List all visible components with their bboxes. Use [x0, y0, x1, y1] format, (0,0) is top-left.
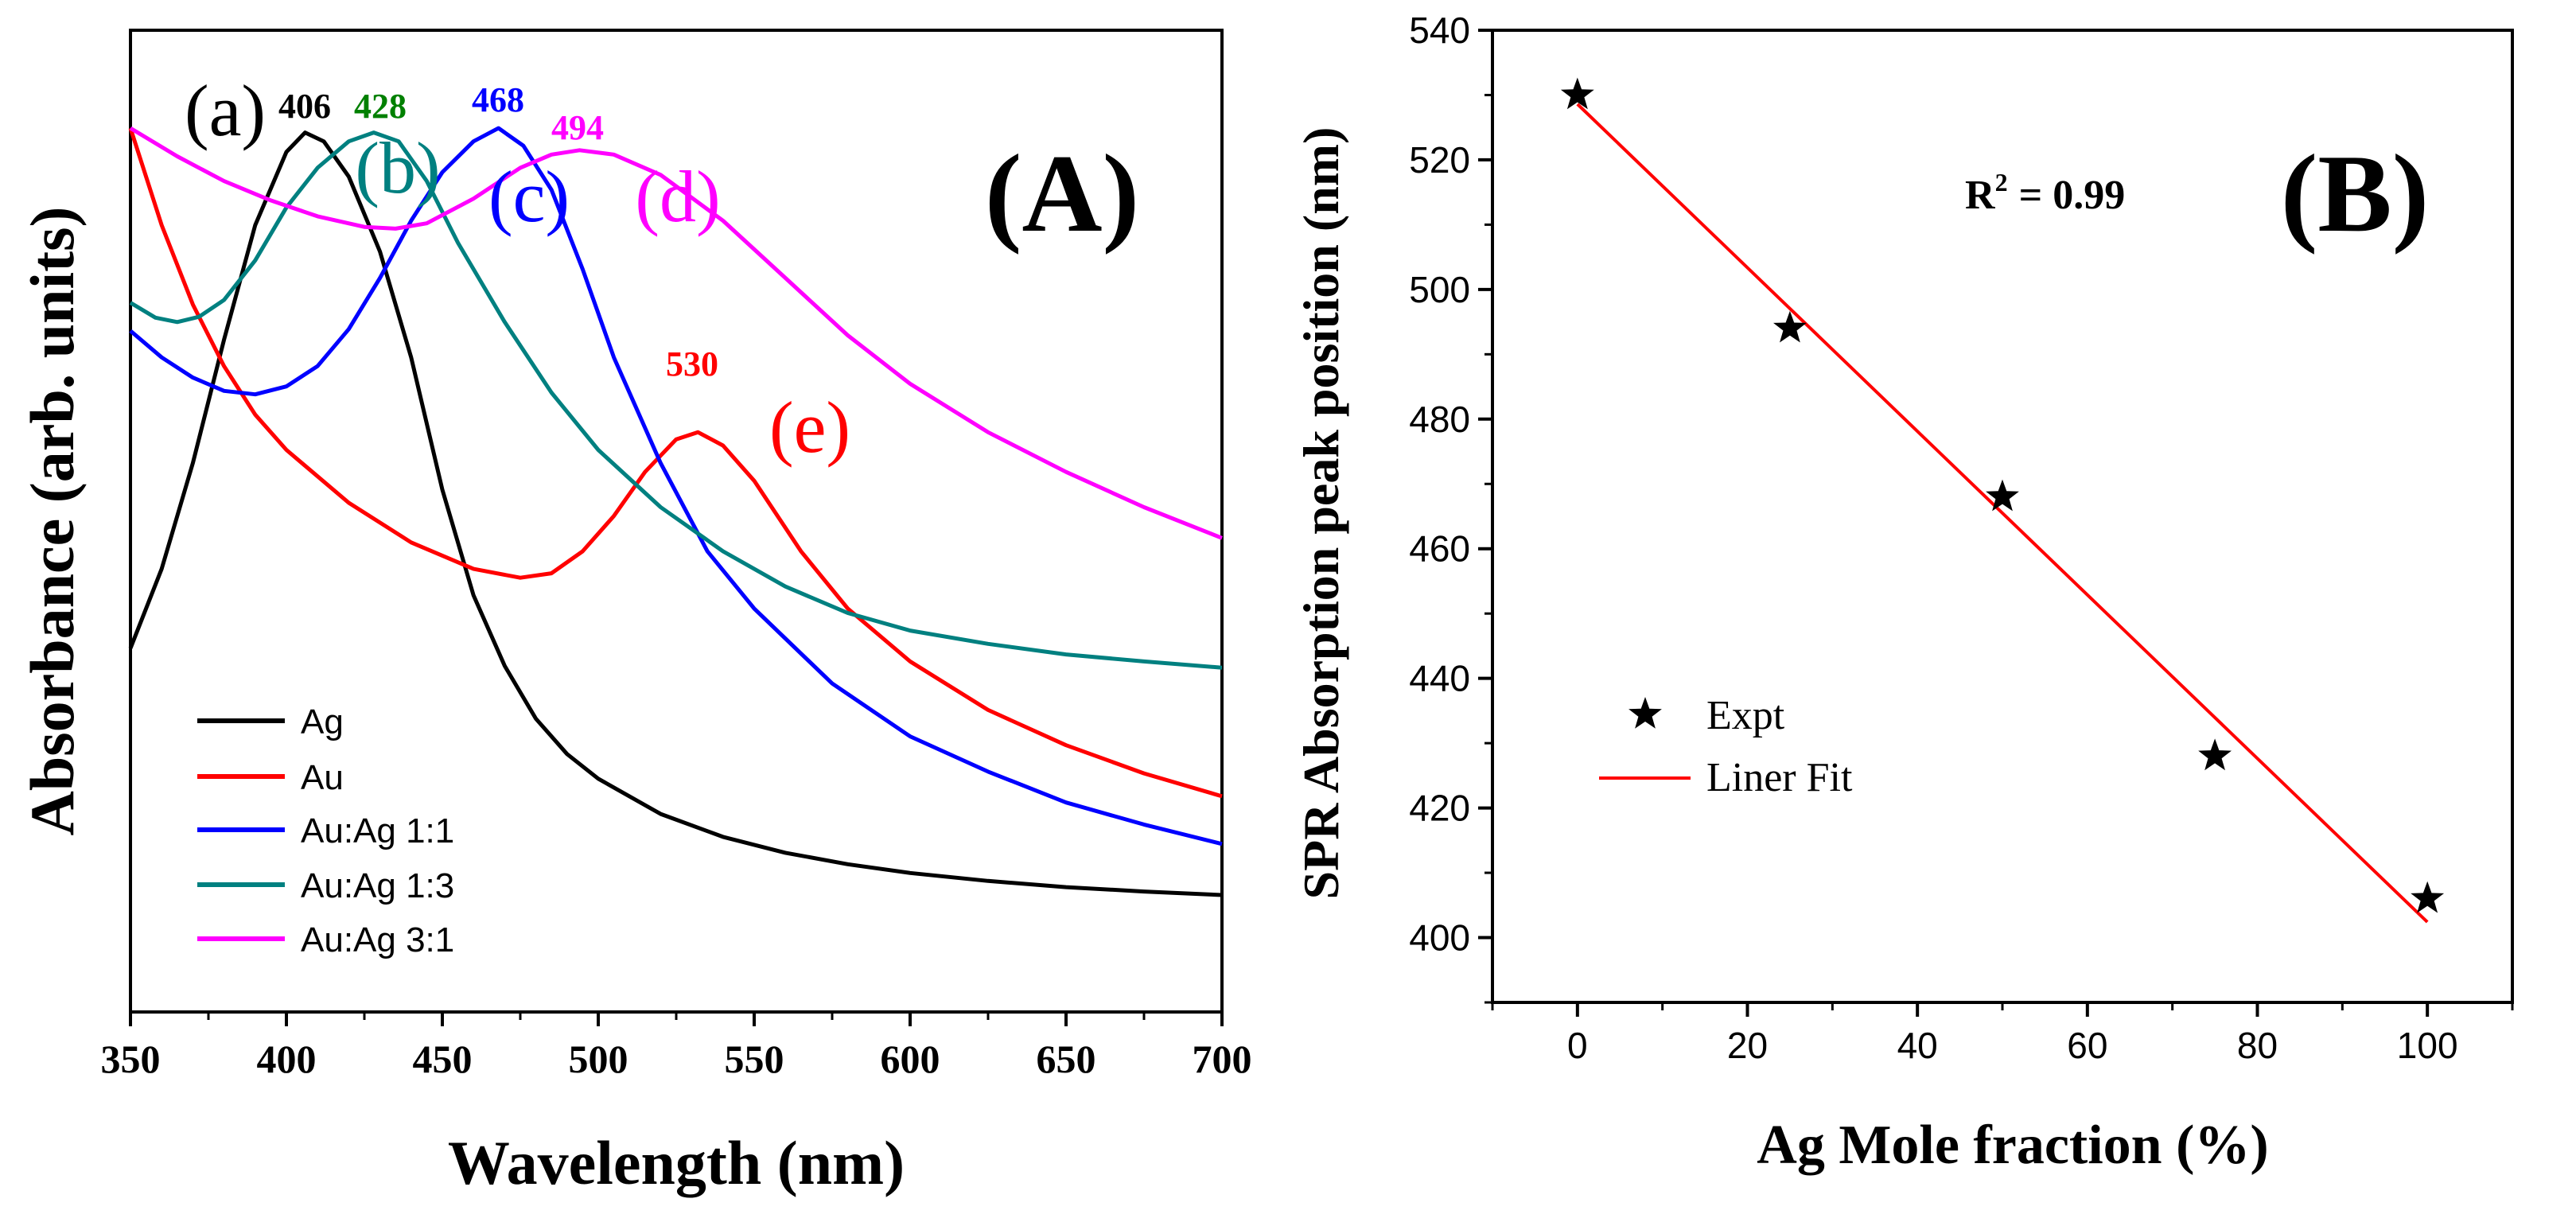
legend-label-expt: Expt [1706, 693, 1785, 738]
panel-a-xlabel: Wavelength (nm) [448, 1128, 905, 1197]
legend-label-ag: Ag [301, 702, 344, 741]
b-x-tick-label-60: 60 [2067, 1025, 2107, 1066]
b-y-tick-label-440: 440 [1409, 658, 1470, 699]
panel-b-fit-line [1576, 103, 2429, 924]
b-x-tick-label-0: 0 [1567, 1025, 1588, 1066]
r-squared-exponent: 2 [1995, 168, 2008, 197]
fit-line [1576, 103, 2429, 924]
expt-point-100 [2411, 881, 2445, 913]
r-squared-symbol: R [1965, 173, 1996, 218]
panel-a: 350 400 450 500 550 600 650 700 (A) Wavelength … [18, 29, 1252, 1197]
panel-a-ylabel: Absorbance (arb. units) [18, 207, 87, 836]
panel-b-ticks: 0 20 40 60 80 100 400 420 440 460 480 500 520 540 [1409, 10, 2514, 1066]
x-tick-label-550: 550 [725, 1037, 784, 1081]
expt-point-25 [1773, 310, 1807, 343]
legend-item-liner-fit: Liner Fit [1599, 755, 1853, 800]
x-tick-label-650: 650 [1037, 1037, 1096, 1081]
legend-label-au: Au [301, 758, 344, 797]
r-squared-text: R2 = 0.99 [1965, 168, 2125, 218]
panel-a-series-lines [128, 126, 1223, 897]
legend-item-au-ag-1-1: Au:Ag 1:1 [197, 811, 454, 850]
curve-label-a: (a) [185, 70, 266, 151]
x-tick-label-700: 700 [1193, 1037, 1252, 1081]
b-x-tick-label-20: 20 [1727, 1025, 1768, 1066]
panel-a-label: (A) [985, 132, 1139, 255]
curve-label-b: (b) [355, 127, 440, 208]
expt-point-0 [1560, 77, 1594, 110]
peak-label-494: 494 [551, 108, 604, 147]
series-line-au-ag-1-1 [129, 126, 1223, 846]
peak-label-406: 406 [278, 87, 331, 126]
curve-label-c: (c) [488, 156, 570, 237]
b-y-tick-label-480: 480 [1409, 399, 1470, 440]
series-line-au [128, 127, 1223, 799]
panel-b-ylabel: SPR Absorption peak position (nm) [1293, 127, 1349, 900]
x-tick-label-500: 500 [569, 1037, 628, 1081]
legend-item-au: Au [197, 758, 344, 797]
series-line-au-ag-3-1 [129, 126, 1223, 540]
series-line-au-ag-1-3 [129, 130, 1223, 670]
series-line-ag [128, 130, 1223, 897]
curve-label-e: (e) [769, 387, 850, 468]
r-squared-value: = 0.99 [2019, 173, 2126, 218]
expt-point-50 [1986, 479, 2019, 512]
b-x-tick-label-100: 100 [2397, 1025, 2458, 1066]
b-y-tick-label-420: 420 [1409, 788, 1470, 829]
panel-a-legend: Ag Au Au:Ag 1:1 Au:Ag 1:3 Au:Ag 3:1 [197, 702, 454, 959]
b-y-tick-label-460: 460 [1409, 528, 1470, 570]
b-y-tick-label-520: 520 [1409, 139, 1470, 181]
r-squared-annotation: R2 = 0.99 [1965, 168, 2125, 218]
x-tick-label-400: 400 [257, 1037, 317, 1081]
panel-a-x-ticks: 350 400 450 500 550 600 650 700 [101, 1012, 1252, 1081]
panel-b: 0 20 40 60 80 100 400 420 440 460 480 500 520 540 (B)… [1293, 10, 2514, 1176]
legend-item-ag: Ag [197, 702, 344, 741]
b-x-tick-label-40: 40 [1897, 1025, 1938, 1066]
legend-label-au-ag-1-3: Au:Ag 1:3 [301, 866, 454, 905]
legend-item-au-ag-3-1: Au:Ag 3:1 [197, 920, 454, 959]
legend-label-liner-fit: Liner Fit [1706, 755, 1853, 800]
legend-star-expt [1628, 697, 1662, 729]
b-x-tick-label-80: 80 [2237, 1025, 2278, 1066]
legend-item-expt: Expt [1628, 693, 1785, 738]
expt-point-75 [2198, 738, 2232, 771]
x-tick-label-600: 600 [881, 1037, 940, 1081]
panel-b-xlabel: Ag Mole fraction (%) [1757, 1115, 2268, 1176]
legend-label-au-ag-3-1: Au:Ag 3:1 [301, 920, 454, 959]
peak-label-428: 428 [354, 87, 407, 126]
panel-b-expt-points [1560, 77, 2445, 913]
panel-b-label: (B) [2281, 132, 2430, 255]
peak-label-530: 530 [666, 344, 718, 383]
b-y-tick-label-400: 400 [1409, 917, 1470, 959]
x-tick-label-450: 450 [413, 1037, 473, 1081]
legend-item-au-ag-1-3: Au:Ag 1:3 [197, 866, 454, 905]
panel-b-legend: Expt Liner Fit [1599, 693, 1853, 800]
x-tick-label-350: 350 [101, 1037, 161, 1081]
b-y-tick-label-500: 500 [1409, 269, 1470, 310]
b-y-tick-label-540: 540 [1409, 10, 1470, 51]
legend-label-au-ag-1-1: Au:Ag 1:1 [301, 811, 454, 850]
peak-label-468: 468 [472, 80, 524, 119]
curve-label-d: (d) [635, 156, 720, 237]
